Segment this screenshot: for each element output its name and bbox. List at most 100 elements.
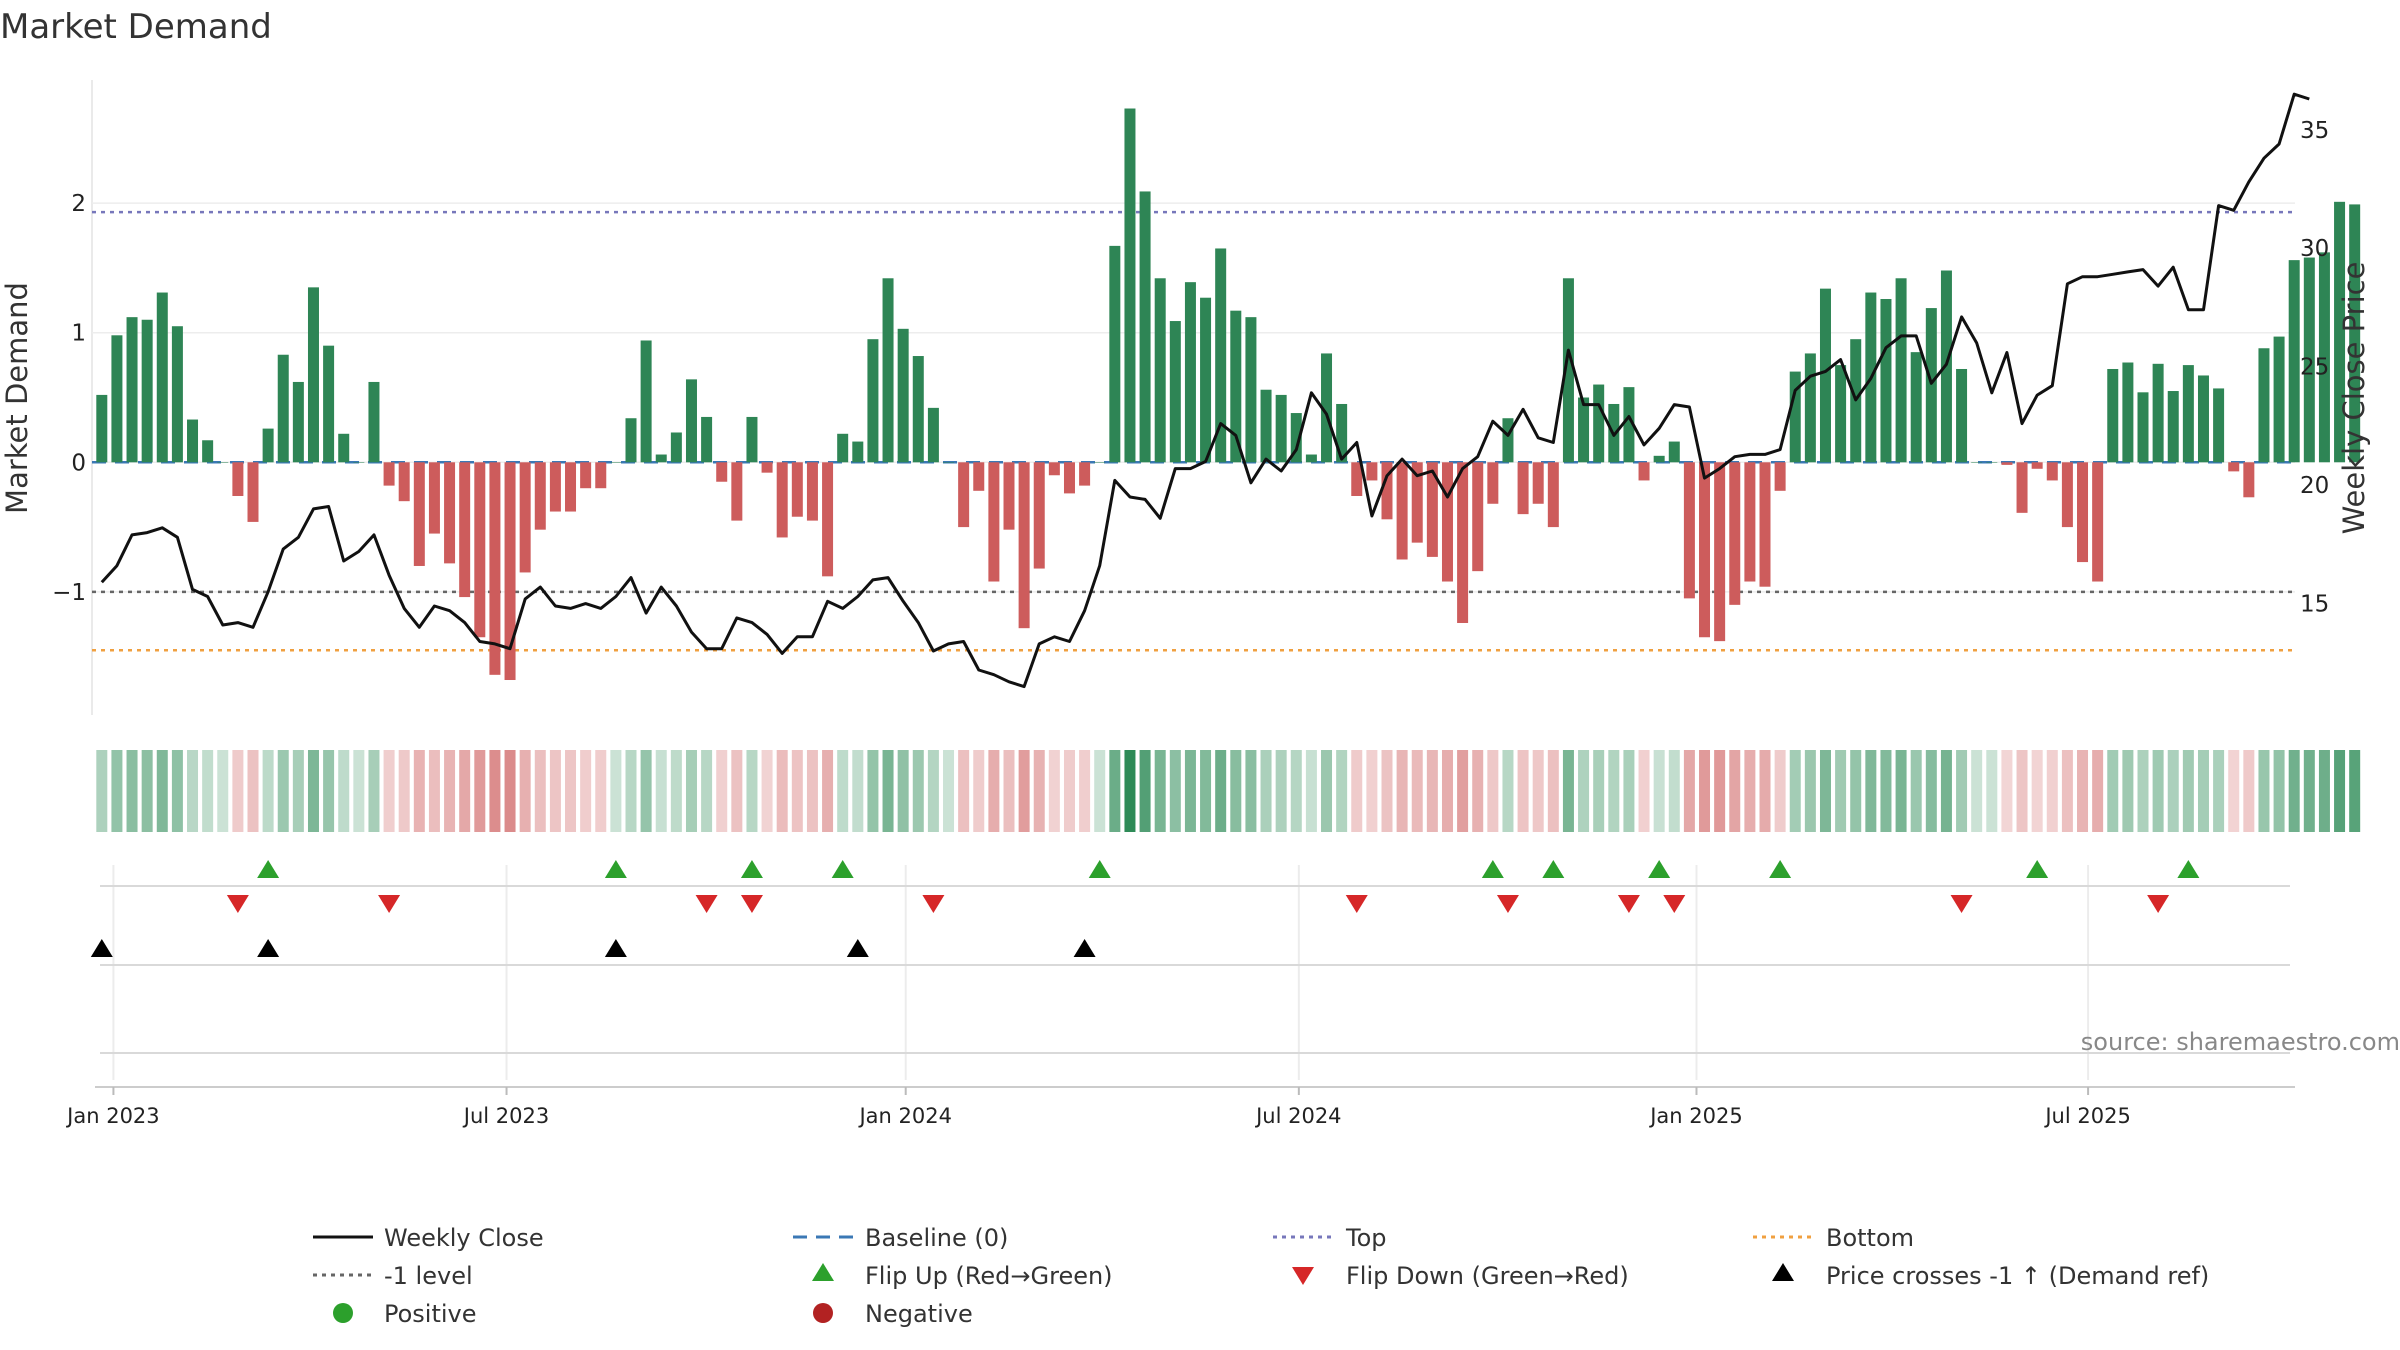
legend-item-positive: Positive xyxy=(333,1300,477,1328)
strip-cell-56 xyxy=(943,750,955,832)
demand-bar-110 xyxy=(1759,462,1771,587)
strip-cell-100 xyxy=(1608,750,1620,832)
strip-cell-37 xyxy=(655,750,667,832)
demand-bar-25 xyxy=(474,462,486,638)
strip-cell-129 xyxy=(2046,750,2058,832)
strip-cell-43 xyxy=(746,750,758,832)
strip-cell-134 xyxy=(2122,750,2134,832)
demand-bar-18 xyxy=(368,381,380,463)
demand-bar-42 xyxy=(731,462,743,521)
strip-cell-73 xyxy=(1200,750,1212,832)
strip-cell-14 xyxy=(307,750,319,832)
triangle-down-icon xyxy=(1292,1267,1314,1285)
demand-bar-36 xyxy=(640,340,652,463)
y-tick-label-0: −1 xyxy=(52,580,86,606)
price-cross-markers xyxy=(90,939,1096,957)
demand-bar-128 xyxy=(2031,462,2043,469)
demand-bar-30 xyxy=(549,462,561,512)
flip-up-marker-8 xyxy=(1769,860,1792,878)
weekly-close-line xyxy=(100,92,2310,689)
demand-bar-21 xyxy=(413,462,425,566)
demand-bar-73 xyxy=(1200,297,1212,463)
strip-cell-17 xyxy=(353,750,365,832)
demand-bar-147 xyxy=(2318,252,2330,463)
source-annotation: source: sharemaestro.com xyxy=(2081,1028,2400,1056)
strip-cell-42 xyxy=(731,750,743,832)
strip-cell-65 xyxy=(1079,750,1091,832)
strip-cell-83 xyxy=(1351,750,1363,832)
flip-up-marker-3 xyxy=(831,860,854,878)
demand-bar-99 xyxy=(1593,384,1605,463)
demand-bar-120 xyxy=(1910,352,1922,463)
strip-cell-25 xyxy=(474,750,486,832)
y2-tick-label-3: 30 xyxy=(2300,236,2329,262)
strip-cell-96 xyxy=(1547,750,1559,832)
strip-cell-9 xyxy=(232,750,244,832)
demand-bar-67 xyxy=(1109,245,1121,463)
strip-cell-46 xyxy=(791,750,803,832)
strip-cell-78 xyxy=(1275,750,1287,832)
flip-down-marker-3 xyxy=(740,895,763,913)
demand-bar-138 xyxy=(2182,365,2194,463)
demand-bar-33 xyxy=(595,462,607,489)
svg-text:Price crosses -1 ↑ (Demand ref: Price crosses -1 ↑ (Demand ref) xyxy=(1826,1262,2209,1290)
y2-tick-label-1: 20 xyxy=(2300,473,2329,499)
strip-cell-80 xyxy=(1305,750,1317,832)
demand-bar-13 xyxy=(292,381,304,463)
demand-bar-4 xyxy=(156,292,168,463)
flip-down-marker-6 xyxy=(1496,895,1519,913)
demand-bar-102 xyxy=(1638,462,1650,481)
chart-title: Market Demand xyxy=(0,7,272,47)
strip-cell-58 xyxy=(973,750,985,832)
strip-cell-24 xyxy=(459,750,471,832)
demand-bar-0 xyxy=(96,394,108,463)
price-cross-marker-4 xyxy=(1073,939,1096,957)
strip-cell-72 xyxy=(1184,750,1196,832)
demand-bar-132 xyxy=(2092,462,2104,582)
triangle-up-icon xyxy=(812,1263,834,1281)
demand-bar-40 xyxy=(701,416,713,463)
y2-tick-label-2: 25 xyxy=(2300,355,2329,381)
strip-cell-71 xyxy=(1169,750,1181,832)
demand-bar-78 xyxy=(1275,394,1287,463)
demand-bar-91 xyxy=(1472,462,1484,572)
strip-cell-112 xyxy=(1789,750,1801,832)
strip-cell-140 xyxy=(2213,750,2225,832)
strip-cell-115 xyxy=(1835,750,1847,832)
demand-bar-90 xyxy=(1457,462,1469,623)
strip-cell-89 xyxy=(1441,750,1453,832)
strip-cell-68 xyxy=(1124,750,1136,832)
demand-bar-1 xyxy=(111,335,123,463)
strip-cell-133 xyxy=(2107,750,2119,832)
strip-cell-88 xyxy=(1426,750,1438,832)
strip-cell-119 xyxy=(1895,750,1907,832)
strip-cell-101 xyxy=(1623,750,1635,832)
demand-bar-105 xyxy=(1683,462,1695,599)
strip-cell-63 xyxy=(1048,750,1060,832)
y-axis-title: Market Demand xyxy=(0,282,34,514)
demand-bar-22 xyxy=(428,462,440,534)
demand-bar-7 xyxy=(202,440,214,463)
strip-cell-106 xyxy=(1699,750,1711,832)
strip-cell-110 xyxy=(1759,750,1771,832)
demand-bar-50 xyxy=(852,441,864,463)
strip-cell-97 xyxy=(1562,750,1574,832)
demand-bar-89 xyxy=(1441,462,1453,582)
strip-cell-130 xyxy=(2061,750,2073,832)
demand-bar-84 xyxy=(1366,462,1378,481)
strip-cell-64 xyxy=(1063,750,1075,832)
demand-bar-134 xyxy=(2122,362,2134,463)
svg-text:Positive: Positive xyxy=(384,1300,477,1328)
strip-cell-99 xyxy=(1593,750,1605,832)
strip-cell-4 xyxy=(156,750,168,832)
strip-cell-21 xyxy=(413,750,425,832)
strip-cell-20 xyxy=(398,750,410,832)
strip-cell-139 xyxy=(2197,750,2209,832)
price-cross-marker-0 xyxy=(90,939,113,957)
strip-cell-125 xyxy=(1986,750,1998,832)
flip-down-marker-1 xyxy=(378,895,401,913)
demand-bar-137 xyxy=(2167,391,2179,463)
strip-cell-77 xyxy=(1260,750,1272,832)
strip-cell-113 xyxy=(1804,750,1816,832)
demand-bar-31 xyxy=(565,462,577,512)
